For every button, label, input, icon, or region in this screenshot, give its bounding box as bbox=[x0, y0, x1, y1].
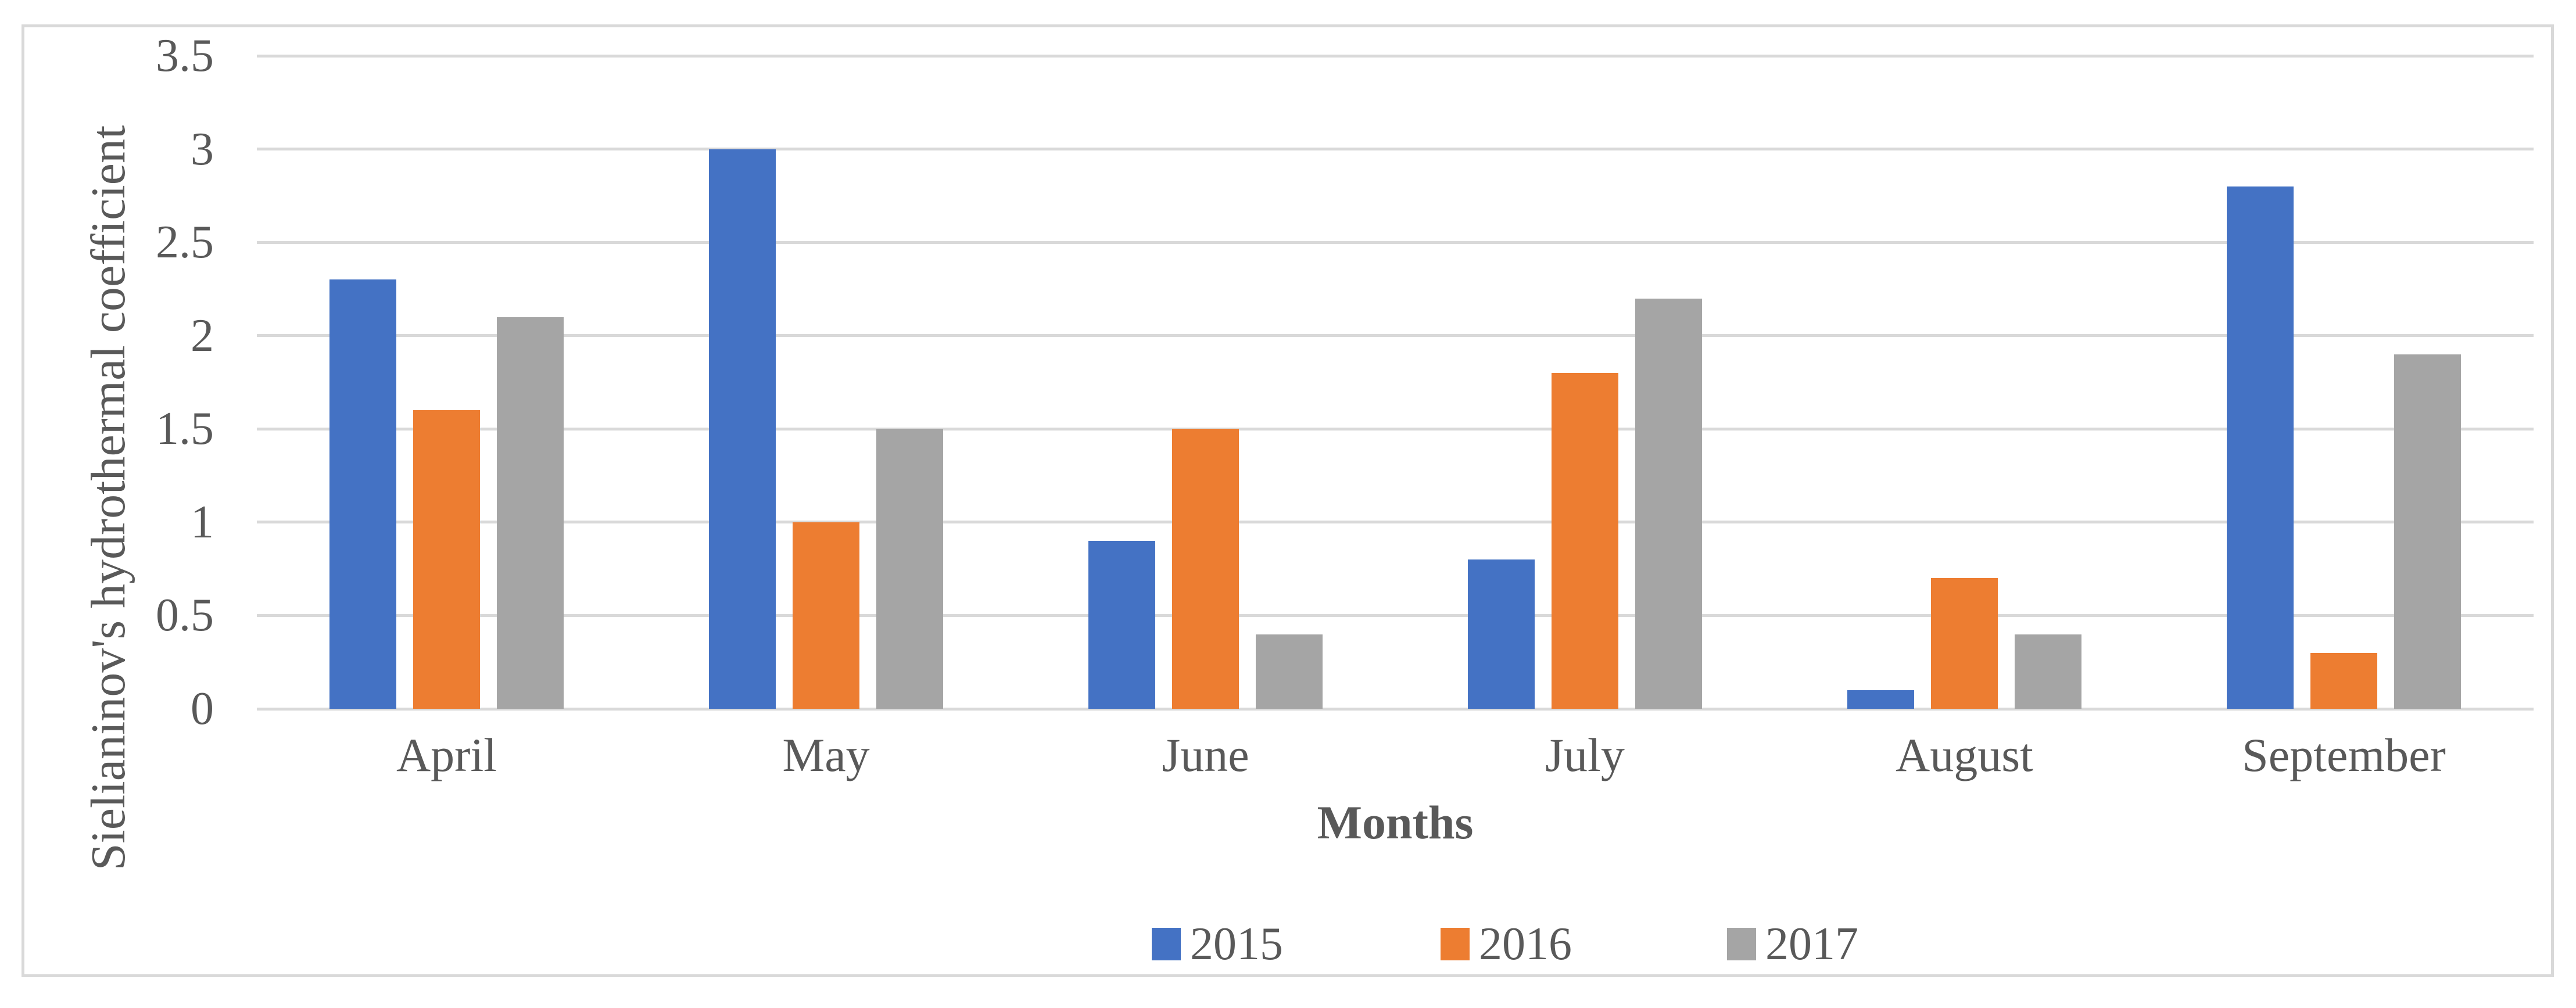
y-tick-label-2.5: 2.5 bbox=[156, 217, 214, 268]
y-tick-label-3: 3 bbox=[191, 123, 214, 175]
bar-2015-july bbox=[1468, 559, 1535, 709]
plot-area bbox=[257, 54, 2534, 711]
y-tick-label-0: 0 bbox=[191, 683, 214, 734]
bar-2017-may bbox=[876, 429, 943, 709]
legend-item-2017: 2017 bbox=[1727, 921, 1858, 967]
bar-2017-august bbox=[2015, 634, 2081, 709]
gridline-3 bbox=[257, 148, 2534, 151]
y-tick-label-2: 2 bbox=[191, 310, 214, 361]
gridline-0.5 bbox=[257, 614, 2534, 617]
gridline-3.5 bbox=[257, 54, 2534, 58]
bar-2015-august bbox=[1847, 690, 1914, 709]
legend-swatch-2016 bbox=[1441, 928, 1470, 960]
category-label-july: July bbox=[1545, 729, 1625, 781]
legend: 2015 2016 2017 bbox=[0, 921, 2576, 967]
category-label-april: April bbox=[396, 729, 497, 781]
bar-2016-june bbox=[1172, 429, 1239, 709]
bar-2017-june bbox=[1256, 634, 1323, 709]
x-axis-title: Months bbox=[1317, 796, 1474, 849]
legend-swatch-2017 bbox=[1727, 928, 1756, 960]
bar-2016-july bbox=[1552, 372, 1618, 709]
y-tick-label-1.5: 1.5 bbox=[156, 403, 214, 455]
gridline-2 bbox=[257, 334, 2534, 338]
legend-swatch-2015 bbox=[1152, 928, 1181, 960]
bar-2015-september bbox=[2227, 186, 2294, 709]
category-label-september: September bbox=[2242, 729, 2446, 781]
category-label-june: June bbox=[1162, 729, 1249, 781]
legend-item-2016: 2016 bbox=[1441, 921, 1572, 967]
gridline-0 bbox=[257, 707, 2534, 711]
category-label-august: August bbox=[1896, 729, 2033, 781]
gridline-1 bbox=[257, 521, 2534, 524]
y-tick-label-1: 1 bbox=[191, 496, 214, 548]
legend-label-2016: 2016 bbox=[1479, 919, 1572, 970]
legend-label-2015: 2015 bbox=[1190, 919, 1283, 970]
bar-2015-april bbox=[329, 279, 396, 709]
bar-2016-september bbox=[2310, 652, 2377, 709]
legend-item-2015: 2015 bbox=[1152, 921, 1283, 967]
bar-2015-june bbox=[1088, 540, 1155, 709]
legend-label-2017: 2017 bbox=[1765, 919, 1858, 970]
gridline-1.5 bbox=[257, 427, 2534, 431]
bar-2017-april bbox=[497, 317, 564, 709]
bar-2017-september bbox=[2394, 354, 2461, 709]
y-tick-label-0.5: 0.5 bbox=[156, 590, 214, 641]
bar-2017-july bbox=[1635, 298, 1702, 709]
bar-2016-august bbox=[1931, 578, 1998, 709]
y-tick-label-3.5: 3.5 bbox=[156, 30, 214, 81]
gridline-2.5 bbox=[257, 241, 2534, 244]
bar-2016-may bbox=[793, 522, 859, 709]
bar-2015-may bbox=[709, 149, 776, 709]
bar-2016-april bbox=[413, 410, 480, 709]
category-label-may: May bbox=[782, 729, 870, 781]
